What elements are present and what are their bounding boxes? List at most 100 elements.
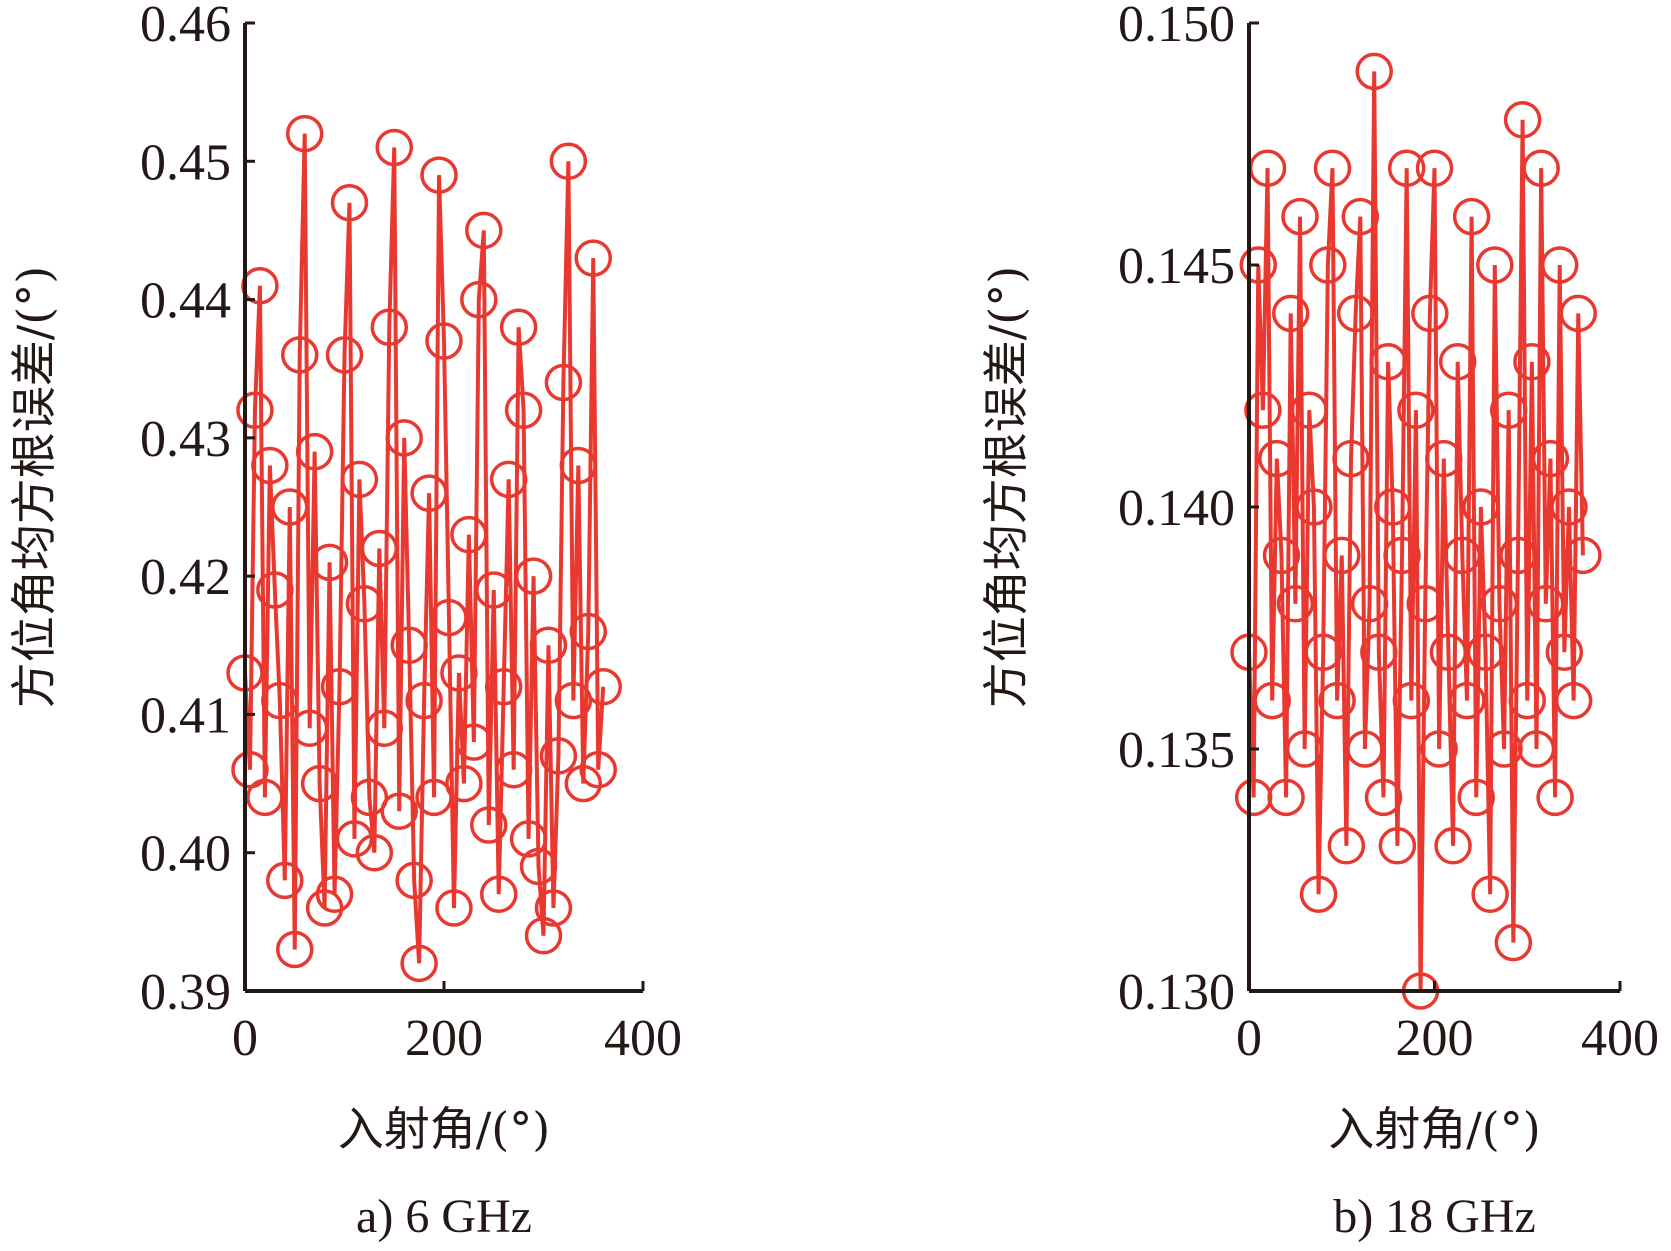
data-point xyxy=(1466,633,1505,671)
data-point xyxy=(1336,294,1375,333)
data-point xyxy=(256,571,294,609)
y-axis-label: 方位角均方根误差/(°) xyxy=(979,266,1033,708)
data-point xyxy=(290,709,329,748)
data-point xyxy=(1323,536,1361,575)
data-point xyxy=(499,308,538,346)
y-tick-label: 0.46 xyxy=(140,0,231,53)
data-point xyxy=(1262,536,1301,575)
data-point xyxy=(355,833,394,872)
chart-caption: b) 18 GHz xyxy=(1333,1190,1536,1243)
data-point xyxy=(300,764,339,803)
data-point xyxy=(280,336,319,374)
data-point xyxy=(360,529,399,568)
data-point xyxy=(266,861,304,900)
data-point xyxy=(479,875,518,913)
data-point xyxy=(579,750,617,789)
x-axis-label: 入射角/(°) xyxy=(1328,1102,1540,1156)
data-point xyxy=(1304,633,1342,671)
data-point xyxy=(420,156,458,194)
data-point xyxy=(549,142,588,181)
data-point xyxy=(584,668,622,706)
data-point xyxy=(1480,585,1519,623)
data-point xyxy=(1508,681,1546,720)
data-point xyxy=(1531,439,1570,478)
y-tick-label: 0.145 xyxy=(1118,238,1235,295)
data-point xyxy=(340,460,379,499)
data-point xyxy=(1299,875,1338,913)
data-point xyxy=(261,681,299,720)
data-point xyxy=(390,626,428,665)
data-point xyxy=(1434,827,1472,865)
y-tick-label: 0.39 xyxy=(140,964,231,1021)
data-point xyxy=(1267,778,1305,817)
data-point xyxy=(400,944,438,983)
data-point xyxy=(425,322,463,360)
data-point xyxy=(574,239,612,277)
data-point xyxy=(1239,246,1278,284)
data-point xyxy=(1517,730,1556,768)
data-point xyxy=(1545,633,1584,671)
data-point xyxy=(494,750,533,789)
y-tick-label: 0.45 xyxy=(140,134,231,191)
data-point xyxy=(330,184,369,222)
y-tick-label: 0.42 xyxy=(140,549,231,606)
data-point xyxy=(1271,294,1310,333)
data-point xyxy=(310,543,349,582)
data-point xyxy=(1443,536,1482,575)
data-point xyxy=(435,889,473,927)
data-point xyxy=(1471,875,1509,913)
data-point xyxy=(1457,778,1495,817)
data-point xyxy=(1346,730,1384,768)
data-point xyxy=(1392,681,1431,720)
data-point xyxy=(350,778,389,817)
data-point xyxy=(1503,101,1542,139)
data-point xyxy=(1554,681,1593,720)
data-point xyxy=(1374,488,1412,526)
data-point xyxy=(559,446,598,485)
series-line xyxy=(1247,71,1585,992)
data-point xyxy=(1448,681,1486,720)
data-point xyxy=(1350,585,1389,623)
chart-caption: a) 6 GHz xyxy=(356,1190,532,1243)
data-point xyxy=(1332,439,1370,478)
data-point xyxy=(1244,391,1282,429)
data-point xyxy=(1290,391,1329,429)
data-point xyxy=(544,363,583,402)
data-point xyxy=(1253,681,1291,720)
data-point xyxy=(1550,488,1588,526)
data-point xyxy=(1513,343,1551,381)
data-point xyxy=(1494,923,1533,962)
data-point xyxy=(455,723,493,761)
data-point xyxy=(1285,730,1324,768)
data-point xyxy=(335,820,374,858)
data-point xyxy=(365,709,404,748)
y-axis-label: 方位角均方根误差/(°) xyxy=(7,266,61,708)
data-point xyxy=(1258,439,1296,478)
data-point xyxy=(1360,633,1398,671)
x-tick-label: 400 xyxy=(1581,1010,1659,1067)
data-point xyxy=(509,820,548,858)
data-point xyxy=(440,654,478,692)
data-point xyxy=(1476,246,1514,284)
y-tick-label: 0.41 xyxy=(140,687,231,744)
x-tick-label: 400 xyxy=(604,1010,682,1067)
y-tick-label: 0.150 xyxy=(1118,0,1235,53)
data-point xyxy=(450,515,488,554)
data-point xyxy=(395,861,433,900)
data-point xyxy=(1341,197,1380,236)
data-point xyxy=(1313,149,1352,187)
chart-18ghz: 0.130 0.135 0.140 0.145 0.150 0 200 400 入射角/(°) 方… xyxy=(979,0,1659,1243)
data-point xyxy=(1462,488,1500,526)
data-point xyxy=(514,557,553,595)
data-point xyxy=(460,280,498,319)
x-axis-label: 入射角/(°) xyxy=(338,1102,550,1156)
data-point xyxy=(410,474,448,512)
data-point xyxy=(445,764,483,803)
data-point xyxy=(1355,52,1393,91)
data-point xyxy=(385,419,423,457)
data-point xyxy=(1397,391,1435,429)
data-point xyxy=(236,391,274,429)
data-point xyxy=(430,598,468,637)
data-point xyxy=(1411,294,1449,333)
